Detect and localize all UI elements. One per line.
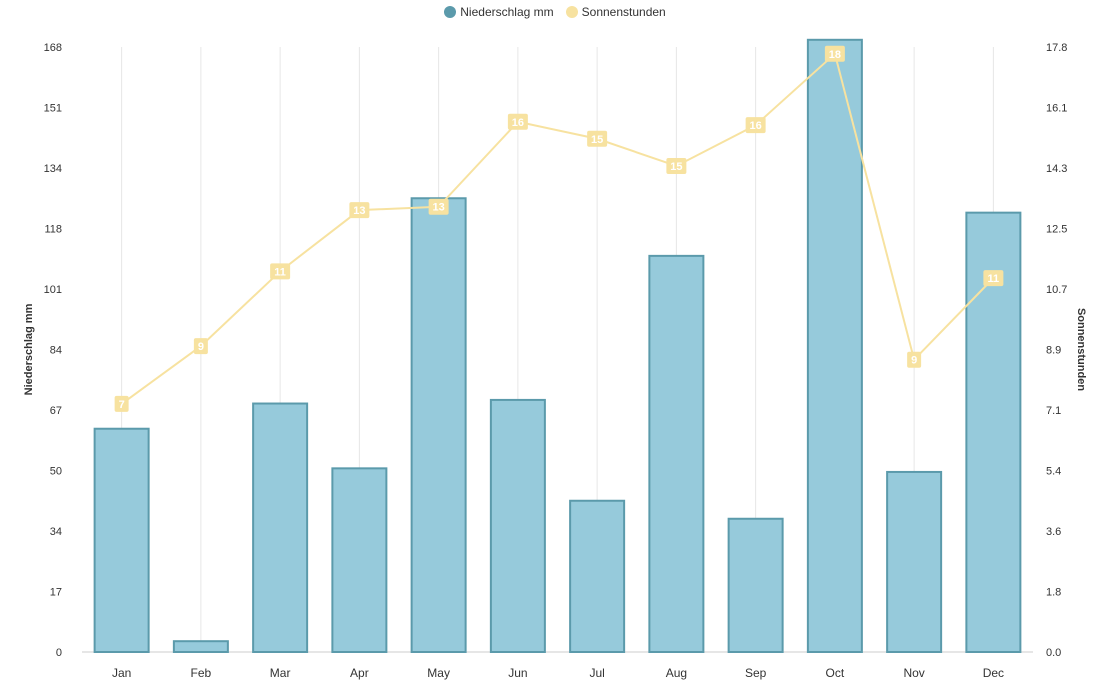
x-axis-tick-label: Nov xyxy=(903,666,924,680)
left-axis-tick-label: 118 xyxy=(44,224,62,236)
bar xyxy=(489,398,546,653)
line-data-label: 15 xyxy=(670,161,682,173)
line-point-marker xyxy=(193,338,208,355)
left-axis-title: Niederschlag mm xyxy=(23,303,35,395)
line-data-label: 18 xyxy=(829,49,841,61)
bar xyxy=(806,38,863,654)
line-data-label: 11 xyxy=(988,273,1000,285)
bar xyxy=(569,499,626,653)
right-axis-tick-label: 16.1 xyxy=(1046,103,1067,115)
x-axis-tick-label: Jan xyxy=(112,666,131,680)
legend-item-sonnenstunden[interactable]: Sonnenstunden xyxy=(565,5,666,19)
right-axis-tick-label: 1.8 xyxy=(1046,587,1061,599)
left-axis-tick-label: 50 xyxy=(50,466,62,478)
right-axis-tick-label: 8.9 xyxy=(1046,345,1061,357)
line-point-marker xyxy=(666,157,687,174)
legend-label-niederschlag: Niederschlag mm xyxy=(460,5,554,19)
bar xyxy=(172,640,229,653)
right-axis-tick-label: 12.5 xyxy=(1046,224,1067,236)
line-data-label: 16 xyxy=(512,117,524,129)
right-axis-tick-label: 17.8 xyxy=(1046,42,1067,54)
left-axis-tick-label: 0 xyxy=(56,647,62,659)
line-data-label: 11 xyxy=(274,266,286,278)
left-axis-tick-label: 151 xyxy=(44,103,62,115)
x-axis-tick-label: May xyxy=(427,666,450,680)
bar xyxy=(252,402,309,653)
chart-legend: Niederschlag mm Sonnenstunden xyxy=(0,5,1110,19)
left-axis-tick-label: 168 xyxy=(44,42,62,54)
bar xyxy=(886,470,943,654)
legend-item-niederschlag[interactable]: Niederschlag mm xyxy=(444,5,554,19)
right-axis-tick-label: 10.7 xyxy=(1046,284,1067,296)
line-point-marker xyxy=(907,351,922,368)
left-axis-tick-label: 101 xyxy=(44,284,62,296)
x-axis-tick-label: Aug xyxy=(666,666,687,680)
left-axis-tick-label: 134 xyxy=(44,163,62,175)
bar xyxy=(648,254,705,653)
bar xyxy=(727,517,784,654)
x-axis-tick-label: Sep xyxy=(745,666,767,680)
left-axis-tick-label: 34 xyxy=(50,526,62,538)
legend-swatch-niederschlag xyxy=(444,6,457,18)
x-axis-tick-label: Jun xyxy=(508,666,527,680)
left-axis-tick-label: 17 xyxy=(50,587,62,599)
right-axis-tick-label: 7.1 xyxy=(1046,405,1061,417)
line-data-label: 15 xyxy=(591,134,603,146)
right-axis-tick-label: 3.6 xyxy=(1046,526,1061,538)
x-axis-tick-label: Oct xyxy=(826,666,845,680)
legend-swatch-sonnenstunden xyxy=(565,6,578,18)
line-point-marker xyxy=(114,395,129,412)
line-data-label: 13 xyxy=(353,205,365,217)
left-axis-tick-label: 84 xyxy=(50,345,62,357)
line-data-label: 9 xyxy=(198,341,204,353)
line-data-label: 7 xyxy=(119,399,125,411)
right-axis-tick-label: 14.3 xyxy=(1046,163,1067,175)
line-point-marker xyxy=(745,117,766,134)
x-axis-tick-label: Dec xyxy=(983,666,1004,680)
x-axis-tick-label: Jul xyxy=(589,666,604,680)
right-axis-tick-label: 0.0 xyxy=(1046,647,1061,659)
bar xyxy=(93,427,150,653)
bar xyxy=(410,197,467,653)
legend-label-sonnenstunden: Sonnenstunden xyxy=(581,5,666,19)
x-axis-tick-label: Feb xyxy=(191,666,212,680)
line-point-marker xyxy=(428,198,449,215)
bar xyxy=(331,467,388,654)
line-point-marker xyxy=(507,113,528,130)
line-point-marker xyxy=(824,45,845,62)
line-data-label: 9 xyxy=(911,355,917,367)
left-axis-tick-label: 67 xyxy=(50,405,62,417)
right-axis-tick-label: 5.4 xyxy=(1046,466,1061,478)
line-point-marker xyxy=(349,202,370,219)
x-axis-tick-label: Apr xyxy=(350,666,369,680)
line-data-label: 16 xyxy=(750,120,762,132)
line-point-marker xyxy=(983,270,1004,287)
right-axis-title: Sonnenstunden xyxy=(1075,308,1087,391)
line-point-marker xyxy=(587,130,608,147)
x-axis-tick-label: Mar xyxy=(270,666,291,680)
line-point-marker xyxy=(270,263,291,280)
sunshine-line xyxy=(121,51,995,405)
line-data-label: 13 xyxy=(433,202,445,214)
